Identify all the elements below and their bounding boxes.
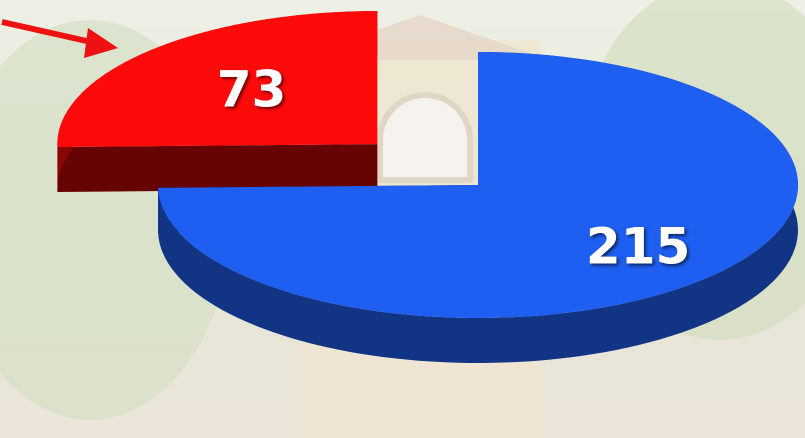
slice-top (57, 11, 378, 147)
arrow (1, 19, 118, 58)
slice-top (158, 52, 798, 318)
slice-face (57, 144, 378, 192)
pie-slice (57, 11, 378, 192)
pie: 73 215 (57, 11, 798, 363)
value-label: 215 (586, 218, 690, 276)
pie-slice (158, 52, 798, 363)
value-label: 73 (217, 60, 287, 118)
